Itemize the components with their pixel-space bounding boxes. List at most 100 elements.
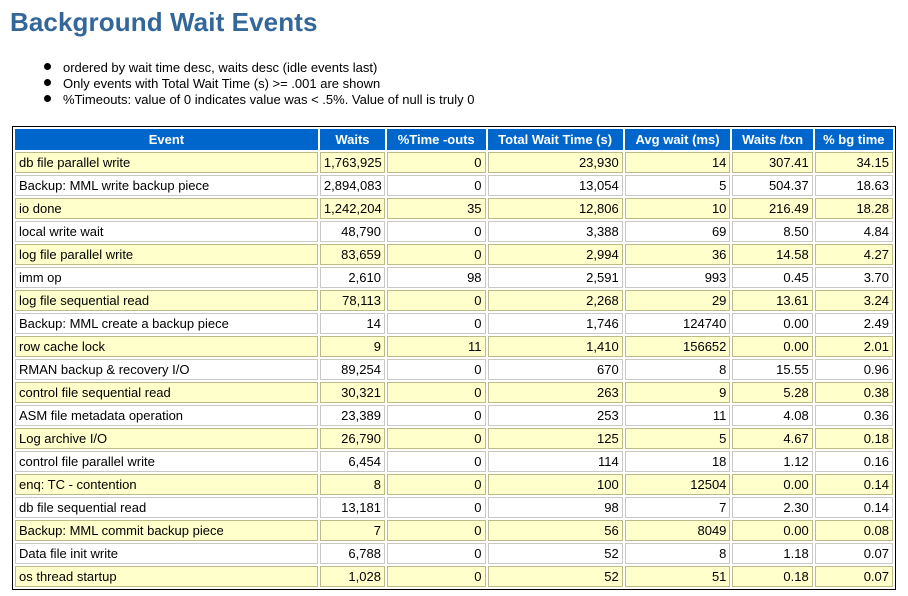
note-item: ordered by wait time desc, waits desc (i… (40, 60, 475, 76)
cell-event: Data file init write (15, 543, 318, 564)
cell-timeouts: 0 (386, 221, 486, 242)
cell-total-wait: 12,806 (487, 198, 623, 219)
cell-event: db file parallel write (15, 152, 318, 173)
table-row: Data file init write 6,788 0 52 8 1.18 0.07 (15, 543, 893, 564)
cell-total-wait: 23,930 (487, 152, 623, 173)
table-row: imm op 2,610 98 2,591 993 0.45 3.70 (15, 267, 893, 288)
cell-waits: 1,242,204 (319, 198, 385, 219)
cell-bg-time: 0.16 (814, 451, 893, 472)
cell-avg-wait: 11 (624, 405, 731, 426)
cell-waits: 6,454 (319, 451, 385, 472)
cell-waits: 2,894,083 (319, 175, 385, 196)
cell-bg-time: 2.01 (814, 336, 893, 357)
cell-waits: 30,321 (319, 382, 385, 403)
table-row: Backup: MML create a backup piece 14 0 1,74… (15, 313, 893, 334)
table-row: log file parallel write 83,659 0 2,994 36 14.… (15, 244, 893, 265)
cell-event: log file parallel write (15, 244, 318, 265)
cell-avg-wait: 993 (624, 267, 731, 288)
cell-event: io done (15, 198, 318, 219)
cell-waits-txn: 15.55 (732, 359, 813, 380)
cell-avg-wait: 18 (624, 451, 731, 472)
cell-event: imm op (15, 267, 318, 288)
cell-timeouts: 0 (386, 474, 486, 495)
table-row: RMAN backup & recovery I/O 89,254 0 670 8 15.… (15, 359, 893, 380)
cell-total-wait: 13,054 (487, 175, 623, 196)
table-row: local write wait 48,790 0 3,388 69 8.50 4.84 (15, 221, 893, 242)
col-header-avg-wait: Avg wait (ms) (624, 129, 731, 150)
cell-event: row cache lock (15, 336, 318, 357)
cell-bg-time: 2.49 (814, 313, 893, 334)
table-row: db file sequential read 13,181 0 98 7 2.30 0.1… (15, 497, 893, 518)
table-row: log file sequential read 78,113 0 2,268 29 13… (15, 290, 893, 311)
cell-timeouts: 35 (386, 198, 486, 219)
cell-total-wait: 125 (487, 428, 623, 449)
wait-events-table: Event Waits %Time -outs Total Wait Time … (12, 126, 896, 590)
col-header-waits-txn: Waits /txn (732, 129, 813, 150)
cell-avg-wait: 12504 (624, 474, 731, 495)
cell-event: enq: TC - contention (15, 474, 318, 495)
cell-total-wait: 1,410 (487, 336, 623, 357)
cell-event: Backup: MML write backup piece (15, 175, 318, 196)
table-row: os thread startup 1,028 0 52 51 0.18 0.07 (15, 566, 893, 587)
table-row: Backup: MML commit backup piece 7 0 56 8049 0… (15, 520, 893, 541)
cell-waits: 78,113 (319, 290, 385, 311)
cell-timeouts: 0 (386, 290, 486, 311)
cell-waits-txn: 14.58 (732, 244, 813, 265)
cell-timeouts: 0 (386, 405, 486, 426)
header-row: Event Waits %Time -outs Total Wait Time … (15, 129, 893, 150)
table-row: Log archive I/O 26,790 0 125 5 4.67 0.18 (15, 428, 893, 449)
note-item: Only events with Total Wait Time (s) >= … (40, 76, 475, 92)
cell-waits-txn: 2.30 (732, 497, 813, 518)
cell-avg-wait: 8 (624, 359, 731, 380)
cell-bg-time: 0.36 (814, 405, 893, 426)
cell-avg-wait: 36 (624, 244, 731, 265)
cell-avg-wait: 5 (624, 175, 731, 196)
cell-total-wait: 253 (487, 405, 623, 426)
cell-waits-txn: 307.41 (732, 152, 813, 173)
cell-waits-txn: 504.37 (732, 175, 813, 196)
cell-total-wait: 2,994 (487, 244, 623, 265)
cell-timeouts: 0 (386, 520, 486, 541)
cell-waits-txn: 0.00 (732, 520, 813, 541)
cell-avg-wait: 156652 (624, 336, 731, 357)
cell-total-wait: 100 (487, 474, 623, 495)
cell-waits-txn: 1.18 (732, 543, 813, 564)
cell-timeouts: 98 (386, 267, 486, 288)
cell-waits: 7 (319, 520, 385, 541)
table-row: io done 1,242,204 35 12,806 10 216.49 18.28 (15, 198, 893, 219)
cell-waits-txn: 0.00 (732, 336, 813, 357)
cell-waits-txn: 4.67 (732, 428, 813, 449)
cell-total-wait: 3,388 (487, 221, 623, 242)
cell-timeouts: 0 (386, 451, 486, 472)
cell-waits-txn: 5.28 (732, 382, 813, 403)
cell-avg-wait: 8 (624, 543, 731, 564)
cell-event: local write wait (15, 221, 318, 242)
table-row: control file sequential read 30,321 0 263 9 5… (15, 382, 893, 403)
cell-timeouts: 0 (386, 382, 486, 403)
col-header-timeouts: %Time -outs (386, 129, 486, 150)
cell-timeouts: 0 (386, 244, 486, 265)
cell-bg-time: 3.70 (814, 267, 893, 288)
cell-total-wait: 114 (487, 451, 623, 472)
cell-waits-txn: 1.12 (732, 451, 813, 472)
cell-bg-time: 0.96 (814, 359, 893, 380)
table-row: ASM file metadata operation 23,389 0 253 11 4… (15, 405, 893, 426)
table-row: control file parallel write 6,454 0 114 18 1.… (15, 451, 893, 472)
cell-total-wait: 1,746 (487, 313, 623, 334)
cell-avg-wait: 29 (624, 290, 731, 311)
cell-total-wait: 98 (487, 497, 623, 518)
cell-waits: 83,659 (319, 244, 385, 265)
cell-waits: 6,788 (319, 543, 385, 564)
cell-waits: 23,389 (319, 405, 385, 426)
cell-bg-time: 0.18 (814, 428, 893, 449)
cell-waits: 9 (319, 336, 385, 357)
cell-avg-wait: 9 (624, 382, 731, 403)
cell-timeouts: 11 (386, 336, 486, 357)
cell-event: Backup: MML commit backup piece (15, 520, 318, 541)
note-item: %Timeouts: value of 0 indicates value wa… (40, 92, 475, 108)
cell-avg-wait: 124740 (624, 313, 731, 334)
cell-bg-time: 3.24 (814, 290, 893, 311)
cell-avg-wait: 5 (624, 428, 731, 449)
col-header-waits: Waits (319, 129, 385, 150)
cell-bg-time: 18.28 (814, 198, 893, 219)
